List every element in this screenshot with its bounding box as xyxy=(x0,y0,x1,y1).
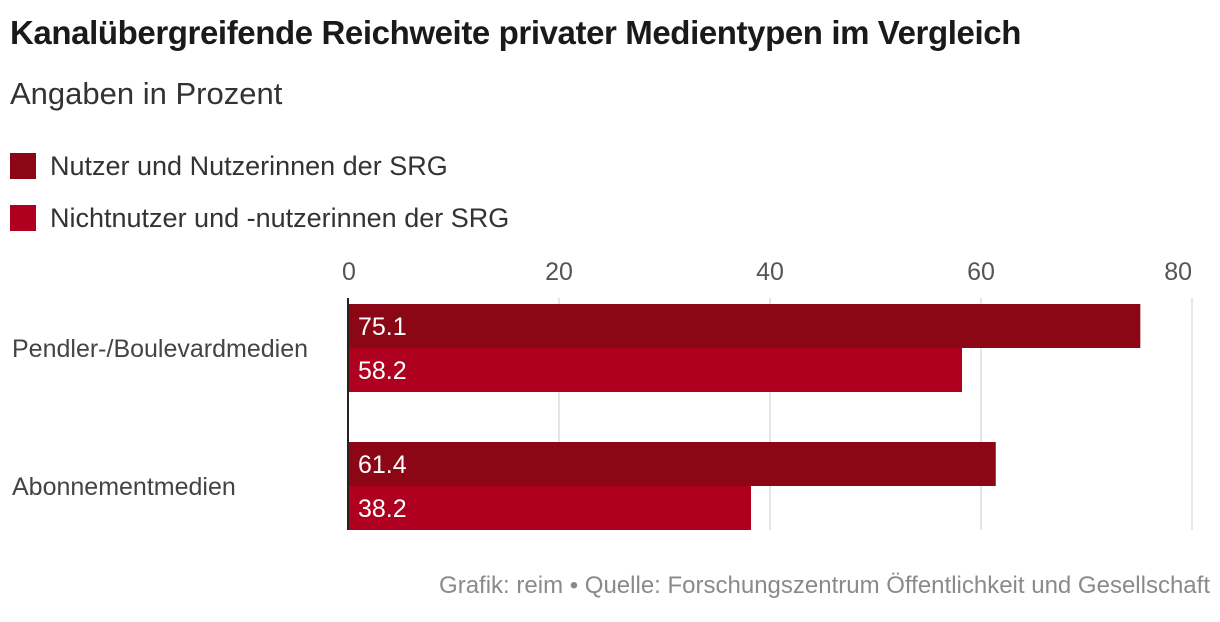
chart-title: Kanalübergreifende Reichweite privater M… xyxy=(10,14,1021,51)
chart-subtitle: Angaben in Prozent xyxy=(10,76,283,111)
category-label: Pendler-/Boulevardmedien xyxy=(12,335,308,363)
bar xyxy=(348,304,1141,348)
bar-value-label: 58.2 xyxy=(358,357,407,385)
x-tick-label: 60 xyxy=(967,258,995,286)
legend-item-srg-non-users: Nichtnutzer und -nutzerinnen der SRG xyxy=(10,192,509,244)
bar xyxy=(348,348,963,392)
source-footer: Grafik: reim • Quelle: Forschungszentrum… xyxy=(439,572,1210,599)
bar-value-label: 61.4 xyxy=(358,451,407,479)
legend-swatch-srg-non-users xyxy=(10,205,36,231)
x-tick-label: 20 xyxy=(545,258,573,286)
x-tick-label: 40 xyxy=(756,258,784,286)
legend: Nutzer und Nutzerinnen der SRG Nichtnutz… xyxy=(10,140,509,244)
bar xyxy=(348,442,996,486)
x-tick-label: 0 xyxy=(342,258,356,286)
bar-value-label: 75.1 xyxy=(358,313,407,341)
legend-item-srg-users: Nutzer und Nutzerinnen der SRG xyxy=(10,140,509,192)
x-tick-label: 80 xyxy=(1164,258,1192,286)
bar-chart: 0 20 40 60 80 75.1 58.2 Pendler-/Boulevardmedie… xyxy=(12,258,1193,530)
legend-label-srg-non-users: Nichtnutzer und -nutzerinnen der SRG xyxy=(50,202,510,233)
bar-value-label: 38.2 xyxy=(358,495,407,523)
legend-swatch-srg-users xyxy=(10,153,36,179)
legend-label-srg-users: Nutzer und Nutzerinnen der SRG xyxy=(50,150,448,181)
bar xyxy=(348,486,752,530)
category-label: Abonnementmedien xyxy=(12,473,236,501)
